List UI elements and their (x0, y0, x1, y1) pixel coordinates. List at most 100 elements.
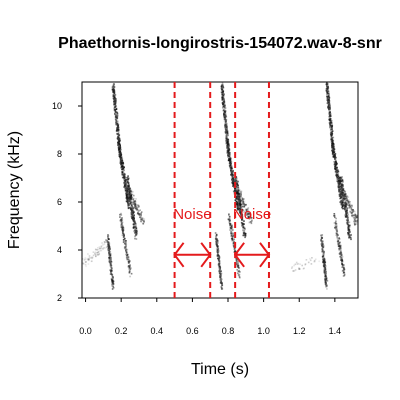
spectrogram-cell (122, 174, 125, 177)
spectrogram-cell (251, 220, 253, 223)
spectrogram-cell (339, 176, 341, 179)
spectrogram-cell (341, 180, 343, 182)
spectrogram-cell (120, 164, 123, 167)
spectrogram-cell (340, 255, 342, 258)
spectrogram-cell (124, 177, 126, 179)
spectrogram-cell (318, 260, 320, 263)
spectrogram-cell (116, 132, 118, 135)
spectrogram-cell (324, 261, 326, 264)
spectrogram-cell (134, 235, 136, 238)
spectrogram-cell (113, 103, 115, 106)
spectrogram-cell (351, 213, 353, 216)
spectrogram-cell (334, 221, 337, 224)
spectrogram-cell (106, 239, 108, 242)
spectrogram-cell (118, 145, 121, 147)
spectrogram-cell (128, 207, 130, 209)
spectrogram-cell (354, 219, 357, 222)
spectrogram-cell (342, 263, 344, 266)
spectrogram-cell (225, 115, 227, 117)
spectrogram-cell (132, 215, 135, 217)
spectrogram-cell (127, 175, 129, 177)
spectrogram-cell (352, 216, 355, 218)
spectrogram-cell (107, 243, 109, 246)
spectrogram-cell (120, 154, 122, 157)
spectrogram-cell (226, 125, 228, 128)
spectrogram-cell (350, 211, 352, 213)
spectrogram-cell (341, 262, 343, 265)
spectrogram-cell (123, 233, 125, 236)
spectrogram-cell (225, 135, 227, 138)
spectrogram-cell (326, 288, 328, 290)
spectrogram-cell (107, 241, 110, 244)
spectrogram-cell (339, 248, 341, 250)
spectrogram-cell (326, 96, 329, 98)
spectrogram-cell (235, 177, 238, 180)
spectrogram-cell (111, 88, 114, 91)
spectrogram-cell (128, 196, 131, 198)
spectrogram-cell (341, 255, 344, 258)
spectrogram-cell (133, 202, 136, 204)
spectrogram-cell (354, 221, 356, 223)
spectrogram-cell (230, 174, 232, 176)
spectrogram-cell (227, 152, 230, 154)
spectrogram-cell (232, 233, 234, 235)
noise-arrowhead-right (200, 242, 212, 268)
spectrogram-cell (118, 140, 121, 143)
spectrogram-cell (127, 190, 129, 193)
spectrogram-cell (350, 207, 353, 209)
spectrogram-cell (238, 276, 241, 278)
spectrogram-cell (355, 223, 358, 225)
spectrogram-cell (236, 194, 239, 197)
spectrogram-cell (225, 125, 227, 127)
spectrogram-cell (130, 191, 133, 193)
spectrogram-cell (343, 273, 346, 276)
spectrogram-cell (342, 266, 345, 269)
spectrogram-cell (297, 262, 300, 265)
spectrogram-cell (224, 111, 227, 114)
spectrogram-cell (334, 159, 337, 161)
spectrogram-cell (113, 99, 116, 101)
spectrogram-cell (234, 180, 236, 183)
spectrogram-cell (327, 101, 330, 103)
spectrogram-cell (230, 160, 232, 162)
spectrogram-cell (222, 103, 224, 105)
spectrogram-cell (235, 202, 238, 205)
spectrogram-cell (322, 244, 325, 247)
spectrogram-cell (141, 219, 144, 222)
spectrogram-cell (322, 256, 324, 258)
spectrogram-cell (321, 237, 323, 240)
spectrogram-cell (143, 218, 146, 220)
spectrogram-cell (238, 193, 240, 196)
spectrogram-cell (235, 181, 237, 183)
spectrogram-cell (336, 180, 338, 182)
spectrogram-cell (100, 245, 103, 247)
spectrogram-cell (336, 166, 338, 169)
spectrogram-cell (352, 214, 354, 216)
spectrogram-cell (127, 204, 129, 206)
spectrogram-cell (344, 197, 346, 200)
spectrogram-cell (343, 270, 345, 272)
spectrogram-cell (324, 272, 327, 274)
spectrogram-cell (338, 182, 340, 184)
spectrogram-cell (352, 217, 355, 219)
spectrogram-cell (322, 243, 324, 245)
spectrogram-cell (135, 233, 138, 235)
spectrogram-cell (351, 214, 353, 217)
spectrogram-cell (224, 126, 226, 128)
spectrogram-cell (338, 190, 340, 193)
spectrogram-cell (336, 232, 338, 235)
spectrogram-cell (126, 189, 129, 191)
spectrogram-cell (238, 202, 241, 205)
spectrogram-cell (243, 232, 245, 235)
spectrogram-cell (228, 217, 231, 219)
spectrogram-cell (343, 267, 345, 270)
spectrogram-cell (127, 184, 130, 186)
spectrogram-cell (324, 274, 327, 277)
spectrogram-cell (223, 100, 225, 102)
spectrogram-cell (339, 255, 341, 258)
spectrogram-cell (331, 144, 333, 147)
spectrogram-cell (226, 135, 228, 138)
spectrogram-cell (324, 278, 327, 280)
spectrogram-cell (140, 214, 142, 216)
spectrogram-cell (330, 128, 333, 130)
